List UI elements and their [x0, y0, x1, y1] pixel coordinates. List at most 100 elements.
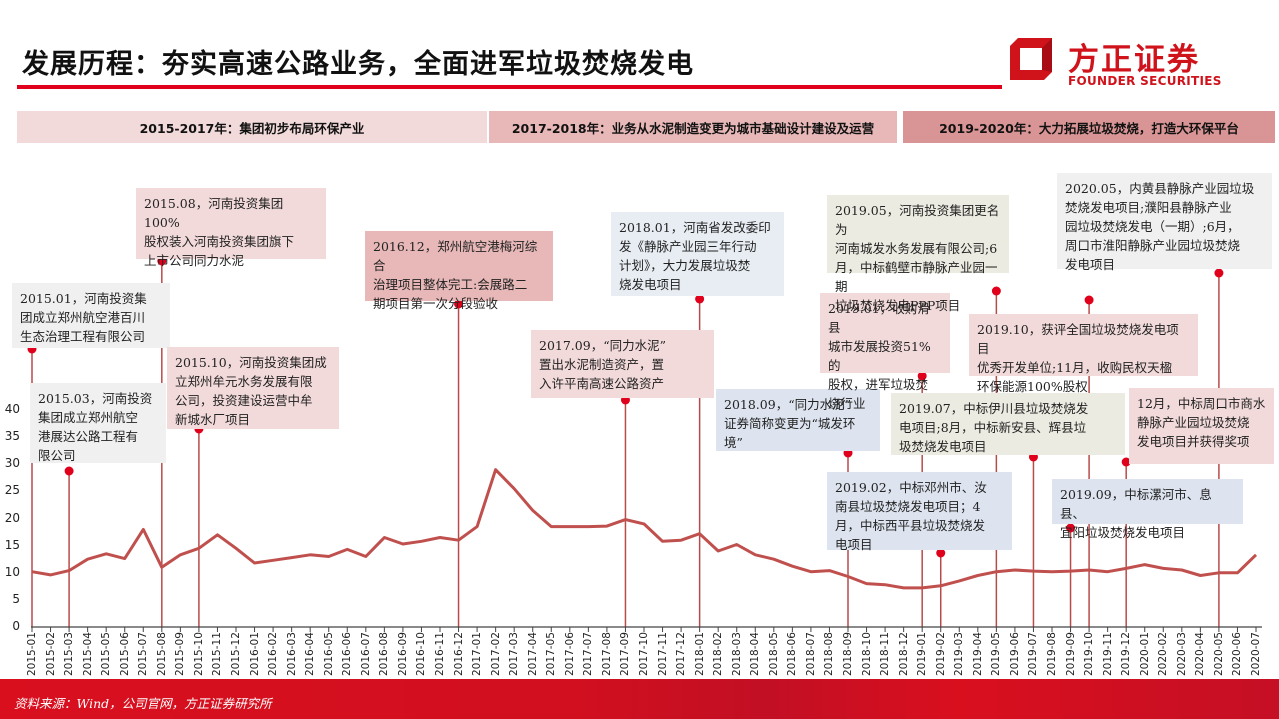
x-tick-label: 2016-04 — [304, 632, 317, 676]
phase-banner-2017-2018: 2017-2018年：业务从水泥制造变更为城市基础设计建设及运营 — [489, 111, 897, 143]
title-divider — [17, 85, 1002, 89]
x-tick-label: 2019-01 — [916, 632, 929, 676]
x-tick-label: 2020-02 — [1157, 632, 1170, 676]
x-tick-label: 2015-10 — [192, 632, 205, 676]
x-tick-label: 2018-02 — [712, 632, 725, 676]
x-tick-label: 2020-01 — [1138, 632, 1151, 676]
event-card-2019-07: 2019.07，中标伊川县垃圾焚烧发 电项目;8月，中标新安县、辉县垃 圾焚烧发… — [891, 393, 1125, 455]
event-pin-dot — [1214, 268, 1224, 278]
x-tick-label: 2016-10 — [415, 632, 428, 676]
x-tick-label: 2017-12 — [675, 632, 688, 676]
x-tick-label: 2019-10 — [1083, 632, 1096, 676]
x-tick-label: 2019-05 — [990, 632, 1003, 676]
x-tick-label: 2019-09 — [1064, 632, 1077, 676]
event-card-2018-01: 2018.01，河南省发改委印 发《静脉产业园三年行动 计划》，大力发展垃圾焚 … — [611, 212, 784, 296]
series-line — [31, 468, 1258, 590]
x-tick-label: 2016-07 — [359, 632, 372, 676]
y-tick-label: 0 — [12, 619, 20, 633]
x-tick-label: 2016-12 — [452, 632, 465, 676]
event-pin-dot — [1084, 295, 1094, 305]
x-tick-label: 2018-11 — [879, 632, 892, 676]
event-card-2015-10: 2015.10，河南投资集团成 立郑州牟元水务发展有限 公司，投资建设运营中牟 … — [167, 347, 339, 429]
logo-chinese-name: 方正证券 — [1068, 42, 1200, 78]
x-tick-label: 2016-08 — [378, 632, 391, 676]
x-tick-label: 2017-10 — [638, 632, 650, 676]
x-tick-label: 2015-09 — [174, 632, 187, 676]
x-tick-label: 2018-09 — [842, 632, 854, 676]
x-tick-label: 2016-05 — [322, 632, 335, 676]
event-card-2015-08: 2015.08，河南投资集团100% 股权装入河南投资集团旗下 上市公司同力水泥 — [136, 188, 326, 268]
x-tick-label: 2018-01 — [693, 632, 706, 676]
event-pin-dot — [991, 286, 1001, 296]
x-tick-label: 2019-08 — [1046, 632, 1058, 676]
x-tick-label: 2017-09 — [619, 632, 632, 676]
x-tick-label: 2020-04 — [1194, 632, 1207, 676]
x-tick-label: 2019-04 — [971, 632, 984, 676]
x-tick-label: 2017-08 — [600, 632, 613, 676]
event-card-2019-01: 2019.01，收购滑县 城市发展投资51%的 股权，进军垃圾焚 烧行业 — [820, 293, 950, 411]
page-title: 发展历程：夯实高速公路业务，全面进军垃圾焚烧发电 — [22, 49, 694, 80]
x-tick-label: 2017-07 — [582, 632, 595, 676]
x-tick-label: 2017-03 — [508, 632, 521, 676]
x-tick-label: 2020-03 — [1175, 632, 1188, 676]
x-tick-label: 2019-12 — [1120, 632, 1133, 676]
phase-banner-2019-2020: 2019-2020年：大力拓展垃圾焚烧，打造大环保平台 — [903, 111, 1275, 143]
x-tick-label: 2018-12 — [897, 632, 910, 676]
y-tick-label: 20 — [4, 510, 20, 525]
x-tick-label: 2018-03 — [730, 632, 743, 676]
x-tick-label: 2019-03 — [953, 632, 966, 676]
event-pin-dot — [936, 548, 946, 558]
x-tick-label: 2015-11 — [211, 632, 224, 676]
x-tick-label: 2017-06 — [563, 632, 576, 676]
founder-logo-icon — [1010, 38, 1052, 80]
x-tick-label: 2015-06 — [118, 632, 131, 676]
founder-logo: 方正证券 FOUNDER SECURITIES — [1004, 34, 1224, 92]
event-pin-dot — [454, 299, 464, 309]
x-tick-label: 2018-05 — [767, 632, 780, 676]
event-card-2020-05: 2020.05，内黄县静脉产业园垃圾 焚烧发电项目;濮阳县静脉产业 园垃圾焚烧发… — [1057, 173, 1272, 272]
x-tick-label: 2018-10 — [860, 632, 873, 676]
event-card-2015-01: 2015.01，河南投资集 团成立郑州航空港百川 生态治理工程有限公司 — [12, 283, 170, 348]
x-tick-label: 2016-01 — [248, 632, 261, 676]
event-pin-dot — [695, 294, 705, 304]
x-tick-label: 2016-02 — [267, 632, 280, 676]
x-tick-label: 2017-02 — [489, 632, 502, 676]
event-card-2017-09: 2017.09，“同力水泥” 置出水泥制造资产，置 入许平南高速公路资产 — [531, 330, 714, 398]
event-card-2016-12: 2016.12，郑州航空港梅河综合 治理项目整体完工:会展路二 期项目第一次分段… — [365, 231, 553, 311]
event-card-2019-02: 2019.02，中标邓州市、汝 南县垃圾焚烧发电项目；4 月，中标西平县垃圾焚烧… — [827, 472, 1012, 552]
x-tick-label: 2015-12 — [230, 632, 242, 676]
event-card-2019-12: 12月，中标周口市商水 静脉产业园垃圾焚烧 发电项目并获得奖项 — [1129, 388, 1274, 464]
x-tick-label: 2019-06 — [1008, 632, 1021, 676]
y-tick-label: 30 — [4, 456, 20, 471]
footer-bar: 资料来源：Wind，公司官网，方正证券研究所 — [0, 679, 1279, 719]
x-tick-label: 2020-07 — [1250, 632, 1262, 676]
x-tick-label: 2017-01 — [471, 632, 484, 676]
x-tick-label: 2019-02 — [934, 632, 947, 676]
x-tick-label: 2017-04 — [526, 632, 539, 676]
event-card-2015-03: 2015.03，河南投资 集团成立郑州航空 港展达公路工程有 限公司 — [30, 383, 166, 463]
x-tick-label: 2015-08 — [155, 632, 168, 676]
x-tick-label: 2015-01 — [26, 632, 38, 676]
event-card-2019-05: 2019.05，河南投资集团更名为 河南城发水务发展有限公司;6 月，中标鹤壁市… — [827, 195, 1009, 313]
x-tick-label: 2016-09 — [396, 632, 409, 676]
y-tick-label: 35 — [4, 429, 20, 444]
event-card-2018-09: 2018.09，“同力水泥” 证券简称变更为“城发环 境” — [716, 389, 880, 451]
x-tick-label: 2016-06 — [341, 632, 354, 676]
logo-english-name: FOUNDER SECURITIES — [1068, 74, 1222, 88]
event-pin-dot — [64, 466, 74, 476]
event-pin-dot — [917, 371, 927, 381]
y-tick-label: 10 — [4, 564, 20, 579]
phase-banner-2015-2017: 2015-2017年：集团初步布局环保产业 — [17, 111, 487, 143]
y-tick-label: 25 — [4, 483, 20, 498]
event-card-2019-09: 2019.09，中标漯河市、息县、 宜阳垃圾焚烧发电项目 — [1052, 479, 1243, 540]
x-tick-label: 2018-06 — [786, 632, 799, 676]
x-tick-label: 2016-03 — [285, 632, 298, 676]
x-tick-label: 2015-04 — [81, 632, 94, 676]
x-tick-label: 2019-07 — [1027, 632, 1040, 676]
y-tick-label: 5 — [12, 591, 20, 606]
x-tick-label: 2019-11 — [1101, 632, 1114, 676]
x-tick-label: 2015-07 — [137, 632, 150, 676]
source-note: 资料来源：Wind，公司官网，方正证券研究所 — [14, 696, 272, 711]
x-tick-label: 2018-08 — [823, 632, 836, 676]
